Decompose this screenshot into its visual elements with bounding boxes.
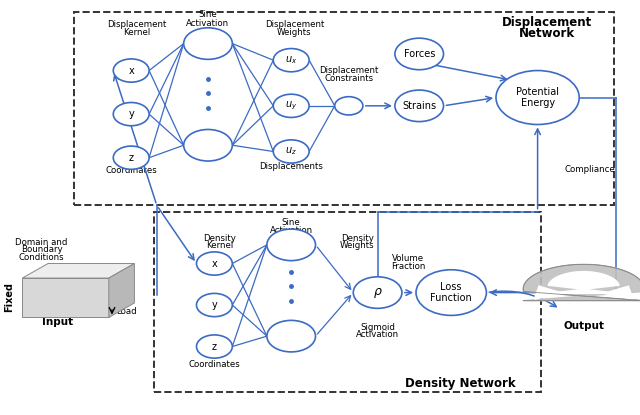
Circle shape: [196, 252, 232, 275]
Circle shape: [395, 90, 444, 122]
Circle shape: [496, 71, 579, 124]
Polygon shape: [548, 272, 620, 293]
Text: Activation: Activation: [186, 19, 230, 28]
Text: Potential: Potential: [516, 87, 559, 97]
Text: Density: Density: [203, 234, 236, 243]
Text: Displacement: Displacement: [265, 20, 324, 29]
Circle shape: [184, 129, 232, 161]
Polygon shape: [109, 264, 134, 317]
Text: Forces: Forces: [403, 49, 435, 59]
Circle shape: [113, 146, 149, 169]
Polygon shape: [524, 264, 640, 300]
Circle shape: [395, 38, 444, 70]
Text: Output: Output: [563, 321, 604, 331]
Polygon shape: [534, 286, 564, 299]
Text: $\rho$: $\rho$: [372, 286, 383, 300]
Polygon shape: [604, 286, 633, 299]
Circle shape: [416, 270, 486, 315]
Circle shape: [353, 277, 402, 308]
Text: Conditions: Conditions: [19, 253, 65, 262]
Text: Displacement: Displacement: [107, 20, 166, 29]
Polygon shape: [22, 264, 134, 278]
Text: Fixed: Fixed: [4, 282, 14, 312]
Text: z: z: [212, 342, 217, 352]
Text: Weights: Weights: [277, 28, 312, 37]
Circle shape: [273, 94, 309, 117]
Text: y: y: [129, 109, 134, 119]
Text: Strains: Strains: [402, 101, 436, 111]
Text: Volume: Volume: [392, 254, 424, 264]
Text: Boundary: Boundary: [20, 245, 63, 254]
Circle shape: [113, 59, 149, 82]
Text: Loss: Loss: [440, 282, 462, 292]
Text: Constraints: Constraints: [324, 73, 373, 83]
Text: Sine: Sine: [282, 218, 301, 227]
Text: $u_{z}$: $u_{z}$: [285, 146, 297, 157]
Text: $u_{x}$: $u_{x}$: [285, 54, 298, 66]
Text: Input: Input: [42, 317, 73, 327]
Circle shape: [196, 335, 232, 358]
Circle shape: [273, 49, 309, 72]
Text: x: x: [129, 66, 134, 76]
Polygon shape: [22, 278, 109, 317]
Text: Kernel: Kernel: [123, 28, 150, 37]
Circle shape: [184, 28, 232, 59]
Text: Activation: Activation: [356, 330, 399, 339]
Circle shape: [335, 97, 363, 115]
Text: Displacement: Displacement: [502, 16, 593, 29]
Text: Compliance: Compliance: [564, 165, 615, 174]
Text: x: x: [212, 259, 217, 269]
Text: Density Network: Density Network: [406, 377, 516, 390]
Text: Domain and: Domain and: [15, 238, 68, 247]
Text: Sine: Sine: [198, 10, 218, 20]
Text: y: y: [212, 300, 217, 310]
Text: Coordinates: Coordinates: [189, 360, 240, 369]
Text: Load: Load: [116, 307, 137, 316]
Text: Sigmoid: Sigmoid: [360, 323, 395, 332]
Text: $u_{y}$: $u_{y}$: [285, 100, 298, 112]
Circle shape: [267, 229, 316, 261]
Text: Weights: Weights: [340, 241, 374, 250]
Circle shape: [113, 103, 149, 126]
Text: Density: Density: [340, 234, 374, 243]
Text: Fraction: Fraction: [391, 262, 426, 271]
Text: z: z: [129, 153, 134, 163]
Text: Kernel: Kernel: [206, 241, 233, 250]
Circle shape: [196, 293, 232, 317]
Text: Displacement: Displacement: [319, 66, 378, 75]
Circle shape: [267, 320, 316, 352]
Text: Coordinates: Coordinates: [106, 166, 157, 175]
Text: Function: Function: [430, 293, 472, 303]
Circle shape: [273, 140, 309, 163]
Text: Energy: Energy: [520, 98, 555, 108]
Text: Displacements: Displacements: [259, 162, 323, 171]
Text: Network: Network: [519, 27, 575, 40]
Text: Activation: Activation: [269, 226, 313, 235]
